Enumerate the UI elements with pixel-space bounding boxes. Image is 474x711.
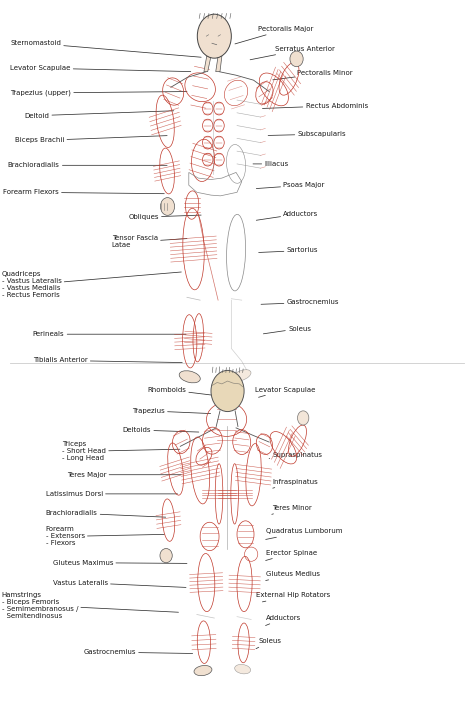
Text: External Hip Rotators: External Hip Rotators: [256, 592, 330, 602]
Ellipse shape: [179, 370, 201, 383]
Text: Perineals: Perineals: [33, 331, 186, 337]
Polygon shape: [216, 56, 222, 72]
Text: Biceps Brachii: Biceps Brachii: [15, 136, 167, 144]
Text: Quadriceps
- Vastus Lateralis
- Vastus Medialis
- Rectus Femoris: Quadriceps - Vastus Lateralis - Vastus M…: [1, 271, 181, 298]
Polygon shape: [204, 56, 211, 72]
Text: Rectus Abdominis: Rectus Abdominis: [263, 102, 368, 109]
Text: Gastrocnemius: Gastrocnemius: [261, 299, 339, 305]
Text: Adductors: Adductors: [265, 615, 301, 626]
Text: Quadratus Lumborum: Quadratus Lumborum: [266, 528, 343, 540]
Text: Triceps
- Short Head
- Long Head: Triceps - Short Head - Long Head: [62, 442, 180, 461]
Text: Deltoids: Deltoids: [123, 427, 199, 433]
Text: Subscapularis: Subscapularis: [268, 131, 346, 137]
Text: Forearm Flexors: Forearm Flexors: [3, 189, 164, 196]
Ellipse shape: [194, 665, 212, 675]
Ellipse shape: [232, 370, 251, 381]
Text: Serratus Anterior: Serratus Anterior: [250, 46, 335, 60]
Text: Levator Scapulae: Levator Scapulae: [10, 65, 191, 72]
Text: Rhomboids: Rhomboids: [147, 387, 216, 395]
Text: Teres Minor: Teres Minor: [272, 505, 312, 514]
Text: Soleus: Soleus: [256, 638, 281, 648]
Ellipse shape: [160, 548, 172, 562]
Ellipse shape: [235, 665, 251, 674]
Text: Tibialis Anterior: Tibialis Anterior: [33, 358, 182, 363]
Text: Pectoralis Minor: Pectoralis Minor: [273, 70, 353, 80]
Ellipse shape: [298, 411, 309, 425]
Text: Pectoralis Major: Pectoralis Major: [235, 26, 314, 44]
Text: Sartorius: Sartorius: [259, 247, 318, 254]
Ellipse shape: [197, 14, 231, 58]
Text: Gluteus Maximus: Gluteus Maximus: [53, 560, 187, 566]
Text: Erector Spinae: Erector Spinae: [265, 550, 318, 560]
Text: Sternomastoid: Sternomastoid: [10, 41, 201, 57]
Text: Obliques: Obliques: [128, 214, 201, 220]
Text: Illiacus: Illiacus: [253, 161, 289, 167]
Text: Adductors: Adductors: [256, 210, 319, 220]
Text: Levator Scapulae: Levator Scapulae: [255, 387, 315, 397]
Text: Brachioradialis: Brachioradialis: [8, 162, 167, 169]
Text: Trapezius (upper): Trapezius (upper): [10, 90, 187, 96]
Ellipse shape: [160, 198, 174, 215]
Text: Hamstrings
- Biceps Femoris
- Semimembranosus /
  Semitendinosus: Hamstrings - Biceps Femoris - Semimembra…: [1, 592, 178, 619]
Text: Tensor Fascia
Latae: Tensor Fascia Latae: [112, 235, 187, 248]
Text: Brachioradialis: Brachioradialis: [46, 510, 166, 517]
Text: Vastus Lateralis: Vastus Lateralis: [53, 579, 186, 587]
Text: Gluteus Medius: Gluteus Medius: [266, 571, 320, 580]
Text: Infraspinatus: Infraspinatus: [273, 479, 318, 488]
Text: Psoas Major: Psoas Major: [256, 182, 325, 188]
Text: Supraspinatus: Supraspinatus: [269, 452, 322, 459]
Text: Deltoid: Deltoid: [24, 111, 174, 119]
Text: Forearm
- Extensors
- Flexors: Forearm - Extensors - Flexors: [46, 526, 164, 547]
Text: Gastrocnemius: Gastrocnemius: [83, 649, 192, 655]
Ellipse shape: [290, 51, 303, 67]
Text: Teres Major: Teres Major: [67, 471, 181, 478]
Text: Latissimus Dorsi: Latissimus Dorsi: [46, 491, 177, 497]
Text: Soleus: Soleus: [264, 326, 311, 333]
Text: Trapezius: Trapezius: [132, 408, 210, 414]
Ellipse shape: [211, 370, 244, 412]
